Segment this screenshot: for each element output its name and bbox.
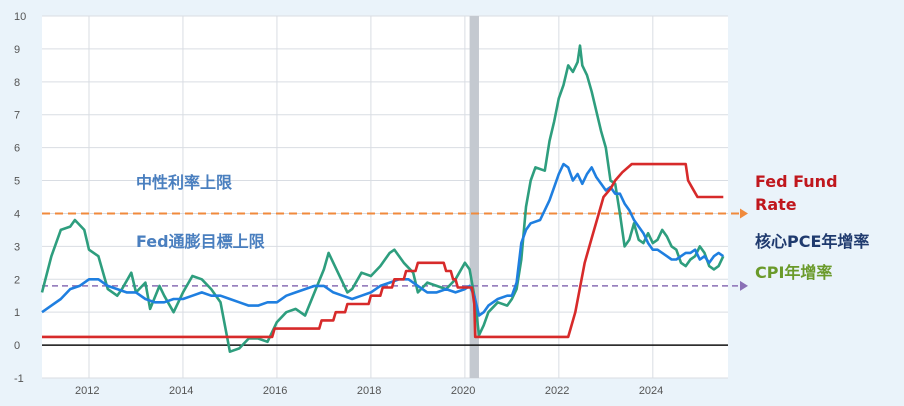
cpi-label: CPI年增率: [755, 263, 832, 282]
y-tick-label: -1: [14, 373, 24, 385]
reference-arrow: [740, 280, 748, 291]
series-line: [40, 44, 725, 353]
y-tick-label: 0: [14, 340, 20, 352]
y-tick-label: 4: [14, 208, 20, 220]
neutral-rate-label: 中性利率上限: [136, 173, 233, 192]
fed-fund-label-line1: Fed Fund: [755, 172, 838, 191]
y-axis-ticks: -1 0 1 2 3 4 5 6 7 8 9 10: [14, 11, 26, 385]
y-tick-label: 6: [14, 143, 20, 155]
plot-area: [42, 16, 728, 378]
x-tick-label: 2020: [451, 385, 475, 397]
recession-shade: [469, 16, 479, 378]
series-line: [41, 162, 725, 317]
series-lines: [40, 44, 725, 353]
x-tick-label: 2016: [263, 385, 287, 397]
x-tick-label: 2018: [357, 385, 381, 397]
x-axis-ticks: 2012 2014 2016 2018 2020 2022 2024: [75, 385, 663, 397]
x-tick-label: 2024: [639, 385, 663, 397]
y-tick-label: 1: [14, 307, 20, 319]
y-tick-label: 7: [14, 110, 20, 122]
x-tick-label: 2022: [545, 385, 569, 397]
fed-fund-label-line2: Rate: [755, 195, 797, 214]
y-tick-label: 8: [14, 77, 20, 89]
y-tick-label: 2: [14, 274, 20, 286]
annotations: 中性利率上限 Fed通膨目標上限 Fed Fund Rate 核心PCE年增率 …: [136, 172, 869, 282]
reference-arrow: [740, 208, 748, 219]
x-tick-label: 2012: [75, 385, 99, 397]
y-tick-label: 5: [14, 176, 20, 188]
core-pce-label: 核心PCE年增率: [755, 232, 869, 251]
reference-lines: [42, 208, 748, 291]
series-line: [42, 162, 724, 339]
x-tick-label: 2014: [169, 385, 193, 397]
y-tick-label: 3: [14, 241, 20, 253]
y-tick-label: 9: [14, 44, 20, 56]
gridlines: [42, 15, 728, 379]
y-tick-label: 10: [14, 11, 26, 23]
shaded-period: [469, 16, 479, 378]
inflation-target-label: Fed通膨目標上限: [136, 232, 266, 251]
